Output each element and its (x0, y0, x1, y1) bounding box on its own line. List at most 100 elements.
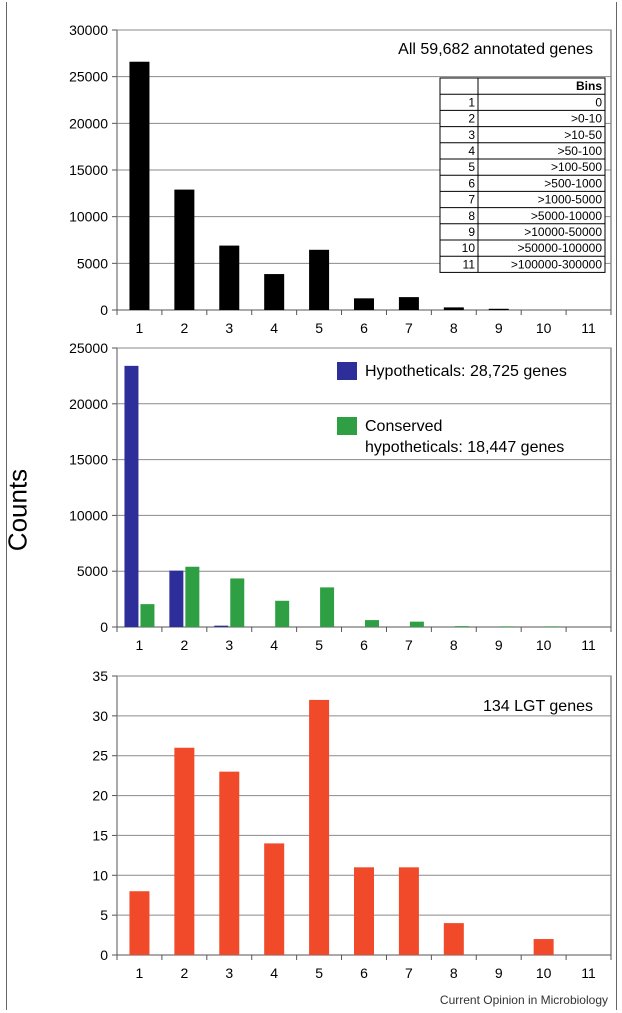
figure-frame (6, 2, 617, 1010)
credit-line: Current Opinion in Microbiology (439, 993, 608, 1007)
bar (443, 307, 464, 310)
y-tick-label: 0 (100, 947, 108, 963)
y-tick-label: 30 (92, 708, 108, 724)
chart-panel-2: 0 5000 10000 15000 20000 25000 1 2 3 4 5 6 7 8 9 10 11 Hy… (69, 340, 612, 653)
x-tick-label: 1 (136, 965, 144, 981)
y-tick-label: 25000 (69, 340, 108, 356)
bar (230, 578, 245, 627)
y-tick-label: 25000 (69, 69, 108, 85)
x-tick-label: 6 (360, 320, 368, 336)
x-tick-label: 8 (450, 965, 458, 981)
chart-panel-1: 0 5000 10000 15000 20000 25000 30000 1 2 3 4 5 6 7 8 9 1… (69, 22, 612, 336)
x-tick-label: 4 (270, 637, 278, 653)
table-row-number: 9 (468, 225, 475, 239)
legend-label: Hypotheticals: 28,725 genes (365, 363, 567, 380)
bar (488, 308, 509, 310)
y-tick-label: 10000 (69, 507, 108, 523)
bar (309, 249, 330, 310)
bar (129, 891, 150, 955)
x-tick-label: 8 (450, 320, 458, 336)
y-tick-label: 20000 (69, 115, 108, 131)
x-tick-label: 5 (315, 320, 323, 336)
y-tick-label: 10 (92, 867, 108, 883)
y-tick-label: 35 (92, 668, 108, 684)
x-tick-label: 3 (225, 637, 233, 653)
bar (354, 867, 374, 955)
bar (309, 699, 330, 955)
bar (174, 189, 195, 310)
bar (454, 626, 469, 627)
bar (264, 843, 285, 955)
table-row-number: 7 (468, 193, 475, 207)
table-row-number: 2 (468, 112, 475, 126)
x-tick-label: 10 (536, 320, 552, 336)
table-row-range: >100-500 (551, 160, 602, 174)
bar (354, 298, 374, 310)
legend-swatch (337, 417, 357, 435)
bar (409, 621, 424, 627)
y-axis-label: Counts (2, 468, 33, 552)
table-row-range: >10-50 (564, 128, 602, 142)
bar (443, 923, 464, 955)
bar (320, 587, 335, 627)
chart-panel-3: 0 5 10 15 20 25 30 35 1 2 3 4 5 6 7 8 9 10 11 134 LGT genes (92, 668, 612, 981)
x-tick-label: 2 (180, 320, 188, 336)
y-tick-label: 5000 (77, 255, 108, 271)
table-row-number: 4 (468, 144, 475, 158)
x-tick-label: 5 (315, 965, 323, 981)
y-tick-label: 5 (100, 907, 108, 923)
y-tick-label: 5000 (77, 563, 108, 579)
bar (129, 61, 150, 310)
x-tick-label: 10 (536, 965, 552, 981)
bar (264, 274, 285, 310)
bar (365, 620, 379, 627)
y-tick-label: 10000 (69, 209, 108, 225)
x-tick-label: 2 (180, 965, 188, 981)
x-tick-label: 9 (495, 965, 503, 981)
x-tick-label: 2 (180, 637, 188, 653)
panel-annotation: All 59,682 annotated genes (398, 41, 593, 58)
bar (219, 771, 240, 955)
table-header: Bins (576, 79, 602, 93)
x-tick-label: 7 (405, 320, 413, 336)
bar (275, 600, 290, 627)
x-tick-label: 1 (136, 320, 144, 336)
x-tick-label: 8 (450, 637, 458, 653)
table-row-number: 11 (463, 257, 476, 271)
bar (398, 867, 419, 955)
x-tick-label: 11 (581, 637, 596, 653)
bar (169, 570, 184, 627)
y-tick-label: 20000 (69, 396, 108, 412)
y-tick-label: 30000 (69, 22, 108, 38)
bar (124, 365, 139, 627)
x-tick-label: 4 (270, 320, 278, 336)
table-row-number: 10 (462, 241, 476, 255)
bar (533, 939, 554, 955)
x-tick-label: 9 (495, 637, 503, 653)
table-row-range: >0-10 (571, 112, 602, 126)
x-tick-label: 6 (360, 637, 368, 653)
table-row-range: >500-1000 (544, 176, 602, 190)
table-row-number: 6 (468, 176, 475, 190)
table-row-number: 1 (468, 95, 475, 109)
bar (398, 297, 419, 310)
y-tick-label: 0 (100, 619, 108, 635)
bar (185, 566, 200, 627)
panel-annotation: 134 LGT genes (483, 698, 593, 715)
bar (544, 626, 559, 627)
table-row-range: >50-100 (558, 144, 603, 158)
table-row-range: >1000-5000 (538, 193, 603, 207)
y-tick-label: 15000 (69, 162, 108, 178)
x-tick-label: 10 (536, 637, 552, 653)
table-row-range: 0 (595, 95, 602, 109)
table-row-range: >5000-10000 (531, 209, 602, 223)
x-tick-label: 5 (315, 637, 323, 653)
legend-label: Conserved (365, 418, 442, 435)
y-tick-label: 20 (92, 788, 108, 804)
table-row-number: 8 (468, 209, 475, 223)
bar (214, 625, 229, 627)
bar (499, 626, 514, 627)
bar (174, 747, 195, 955)
